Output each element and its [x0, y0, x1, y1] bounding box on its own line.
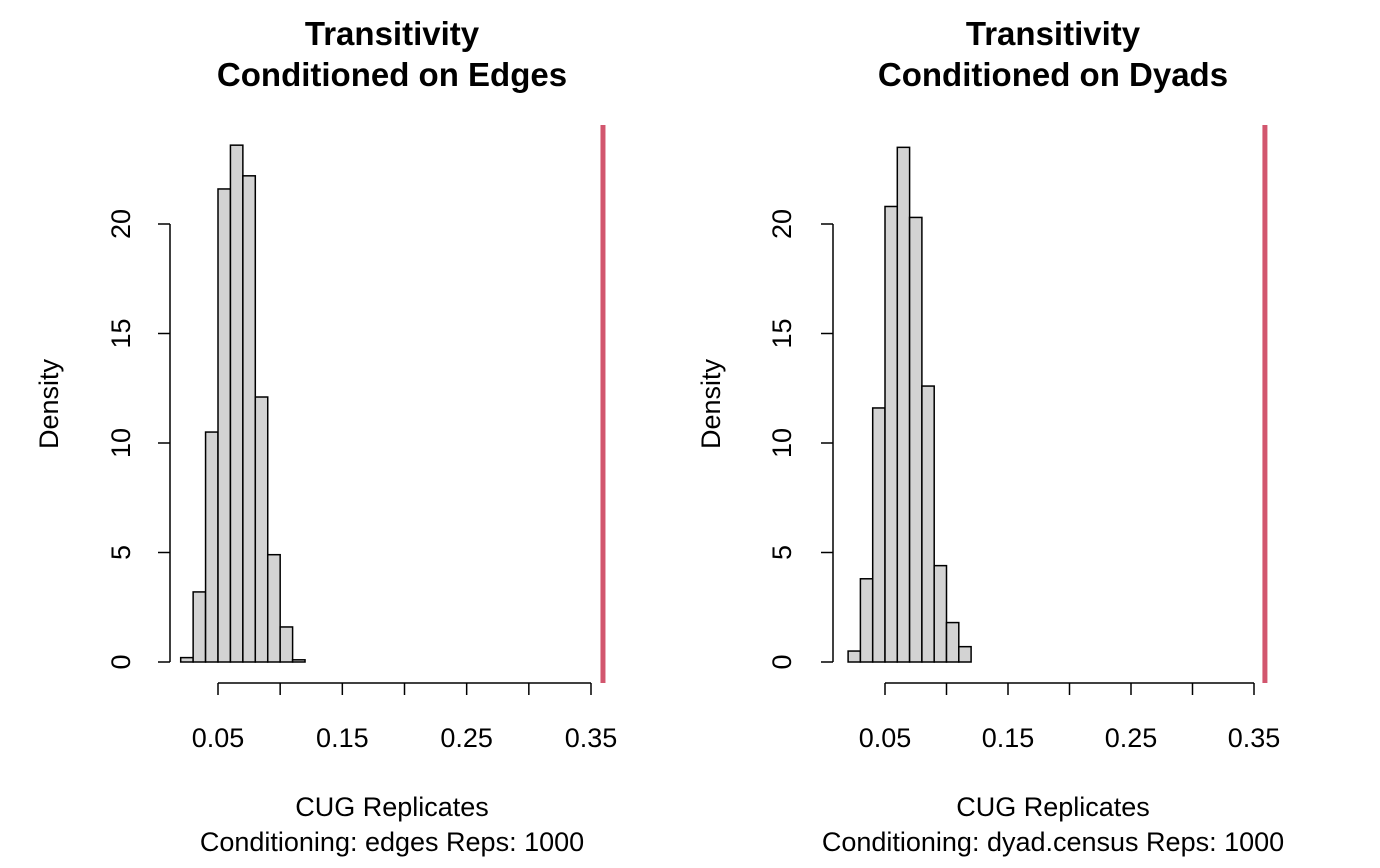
histogram-bar: [908, 216, 923, 663]
y-tick-label: 0: [767, 654, 797, 669]
histogram-bar: [958, 645, 972, 663]
x-tick-label: 0.25: [440, 723, 493, 753]
histogram-bar: [884, 205, 899, 663]
histogram-bar: [945, 621, 960, 663]
chart-title-line-2: Conditioned on Edges: [217, 56, 567, 93]
histogram-bar: [859, 578, 874, 663]
y-axis-label: Density: [34, 358, 64, 449]
y-tick-label: 5: [767, 545, 797, 560]
histogram-bar: [242, 175, 257, 663]
histogram-bar: [179, 656, 194, 663]
y-tick-label: 5: [106, 545, 136, 560]
y-tick-label: 15: [106, 318, 136, 348]
y-tick-label: 10: [106, 428, 136, 458]
histogram-bar: [266, 553, 281, 663]
y-tick-label: 20: [767, 209, 797, 239]
y-tick-label: 20: [106, 209, 136, 239]
x-axis-label-line-2: Conditioning: edges Reps: 1000: [200, 827, 584, 857]
histogram-bar: [291, 659, 306, 663]
x-tick-label: 0.15: [316, 723, 369, 753]
y-tick-label: 10: [767, 428, 797, 458]
x-tick-label: 0.15: [982, 723, 1035, 753]
x-tick-label: 0.35: [1228, 723, 1281, 753]
chart-title-line-1: Transitivity: [305, 15, 480, 52]
x-tick-label: 0.05: [192, 723, 245, 753]
y-axis-label: Density: [696, 358, 726, 449]
x-tick-label: 0.35: [565, 723, 618, 753]
panel-edges: Transitivity Conditioned on Edges 0.05 0.15…: [34, 15, 617, 857]
histogram-bar: [871, 407, 886, 663]
histogram-bar: [847, 650, 862, 663]
histogram-bar: [204, 431, 219, 663]
histogram-bar: [217, 188, 232, 663]
histogram-bar: [921, 385, 935, 663]
histogram-bar: [279, 626, 294, 663]
x-tick-label: 0.05: [859, 723, 912, 753]
panel-dyads: Transitivity Conditioned on Dyads 0.05 0.15…: [696, 15, 1284, 857]
histogram-bar: [896, 146, 911, 663]
x-tick-label: 0.25: [1105, 723, 1158, 753]
histogram-bar: [933, 564, 948, 663]
histogram-bar: [254, 396, 269, 663]
y-tick-label: 0: [106, 654, 136, 669]
chart-title-line-2: Conditioned on Dyads: [878, 56, 1228, 93]
x-axis-label-line-2: Conditioning: dyad.census Reps: 1000: [822, 827, 1284, 857]
x-axis-label-line-1: CUG Replicates: [295, 792, 489, 822]
x-axis-label-line-1: CUG Replicates: [956, 792, 1150, 822]
chart-title-line-1: Transitivity: [966, 15, 1141, 52]
histogram-bar: [192, 591, 207, 663]
histogram-bar: [229, 144, 244, 663]
y-tick-label: 15: [767, 318, 797, 348]
